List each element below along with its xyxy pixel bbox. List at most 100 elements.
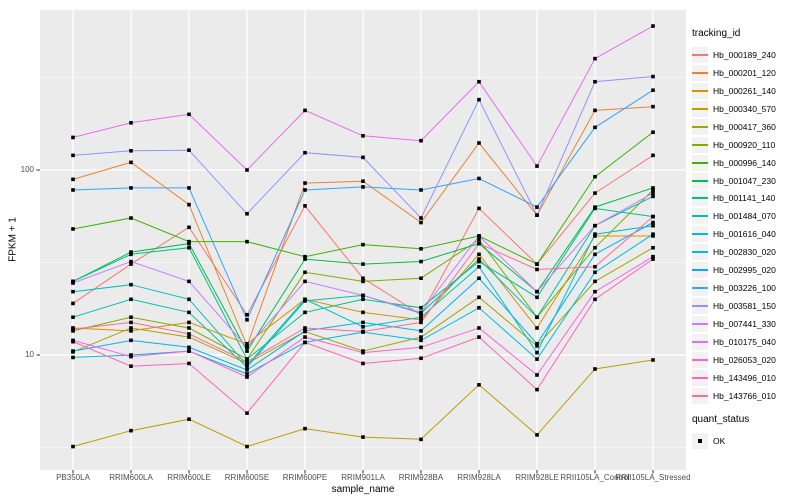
data-point-marker xyxy=(535,373,539,377)
legend-key xyxy=(692,333,708,350)
data-point-marker xyxy=(245,411,249,415)
data-point-marker xyxy=(419,335,423,339)
legend-item-label: Hb_143766_010 xyxy=(713,390,776,401)
data-point-marker xyxy=(71,153,75,158)
data-point-marker xyxy=(245,345,249,350)
x-tick-label: RRIM928BA xyxy=(398,473,444,482)
data-point-marker xyxy=(245,365,249,369)
legend-key-line xyxy=(692,161,708,164)
data-point-marker xyxy=(71,188,75,192)
data-point-marker xyxy=(477,241,481,246)
legend-key xyxy=(692,154,708,171)
data-point-marker xyxy=(535,433,539,437)
data-point-marker xyxy=(535,295,539,300)
data-point-marker xyxy=(303,335,307,339)
legend-key xyxy=(692,226,708,243)
data-point-marker xyxy=(129,252,133,257)
data-point-marker xyxy=(361,179,365,183)
data-point-marker xyxy=(187,297,191,302)
data-point-marker xyxy=(593,234,597,238)
data-point-marker xyxy=(651,245,655,250)
data-point-marker xyxy=(535,213,539,217)
data-point-marker xyxy=(71,227,75,231)
legend-item-label: Hb_026053_020 xyxy=(713,354,776,365)
data-point-marker xyxy=(303,297,307,302)
data-point-marker xyxy=(187,245,191,250)
data-point-marker xyxy=(303,204,307,208)
data-point-marker xyxy=(419,329,423,333)
legend-key-line xyxy=(692,53,708,56)
legend-key xyxy=(692,316,708,333)
data-point-marker xyxy=(303,326,307,330)
data-point-marker xyxy=(593,245,597,250)
legend-item-label: Hb_001047_230 xyxy=(713,175,776,186)
legend-item: Hb_000340_570 xyxy=(692,100,798,118)
data-point-marker xyxy=(419,345,423,350)
data-point-marker xyxy=(419,188,423,192)
y-tick-label: 10 xyxy=(25,350,34,359)
legend-key xyxy=(692,172,708,189)
legend-key-line xyxy=(692,125,708,128)
x-tick-label: RRIM600LE xyxy=(167,473,211,482)
data-point-marker xyxy=(651,254,655,259)
y-tick-label: 100 xyxy=(20,165,34,174)
legend-item: Hb_026053_020 xyxy=(692,351,798,369)
legend-key-line xyxy=(692,340,708,343)
data-point-marker xyxy=(245,211,249,216)
data-point-marker xyxy=(477,259,481,264)
data-point-marker xyxy=(651,88,655,92)
data-point-marker xyxy=(245,372,249,376)
data-point-marker xyxy=(71,327,75,331)
legend-item: Hb_000996_140 xyxy=(692,154,798,172)
data-point-marker xyxy=(303,279,307,284)
data-point-marker xyxy=(129,329,133,333)
data-point-marker xyxy=(651,358,655,362)
data-point-marker xyxy=(477,176,481,181)
data-point-marker xyxy=(71,301,75,306)
data-point-marker xyxy=(535,341,539,346)
data-point-marker xyxy=(71,177,75,182)
legend-item: Hb_000201_120 xyxy=(692,64,798,82)
legend-key-line xyxy=(692,89,708,92)
data-point-marker xyxy=(303,150,307,155)
data-point-marker xyxy=(187,335,191,339)
data-point-marker xyxy=(651,234,655,238)
data-point-marker xyxy=(593,108,597,113)
legend-item-label: Hb_001484_070 xyxy=(713,211,776,222)
legend-item-label: Hb_003226_100 xyxy=(713,283,776,294)
data-point-marker xyxy=(651,232,655,236)
data-point-marker xyxy=(477,79,481,84)
legend-key xyxy=(692,118,708,135)
data-point-marker xyxy=(361,361,365,366)
data-point-marker xyxy=(187,225,191,230)
legend-item-label: Hb_001616_040 xyxy=(713,229,776,240)
data-point-marker xyxy=(187,361,191,366)
legend-item: Hb_143496_010 xyxy=(692,369,798,387)
legend-key xyxy=(692,369,708,386)
legend-item-label: Hb_001141_140 xyxy=(713,193,776,204)
data-point-marker xyxy=(361,320,365,325)
legend-key xyxy=(692,190,708,207)
data-point-marker xyxy=(187,112,191,117)
legend-item: Hb_002995_020 xyxy=(692,261,798,279)
quant-legend-items: OK xyxy=(692,432,798,450)
data-point-marker xyxy=(419,338,423,343)
data-point-marker xyxy=(477,97,481,102)
legend-key-line xyxy=(692,287,708,290)
data-point-marker xyxy=(129,320,133,325)
legend-item-label: Hb_000340_570 xyxy=(713,103,776,114)
legend-title-quant-status: quant_status xyxy=(692,413,750,425)
data-point-marker xyxy=(361,185,365,189)
data-point-marker xyxy=(187,239,191,244)
legend-item-label: Hb_000417_360 xyxy=(713,121,776,132)
data-point-marker xyxy=(129,216,133,220)
data-point-marker xyxy=(593,206,597,211)
data-point-marker xyxy=(477,326,481,330)
data-point-marker xyxy=(361,435,365,439)
data-point-marker xyxy=(361,242,365,247)
data-point-marker xyxy=(129,354,133,359)
legend-key-line xyxy=(692,376,708,379)
legend-item-label: Hb_002830_020 xyxy=(713,247,776,258)
data-point-marker xyxy=(361,262,365,266)
data-point-marker xyxy=(651,153,655,158)
